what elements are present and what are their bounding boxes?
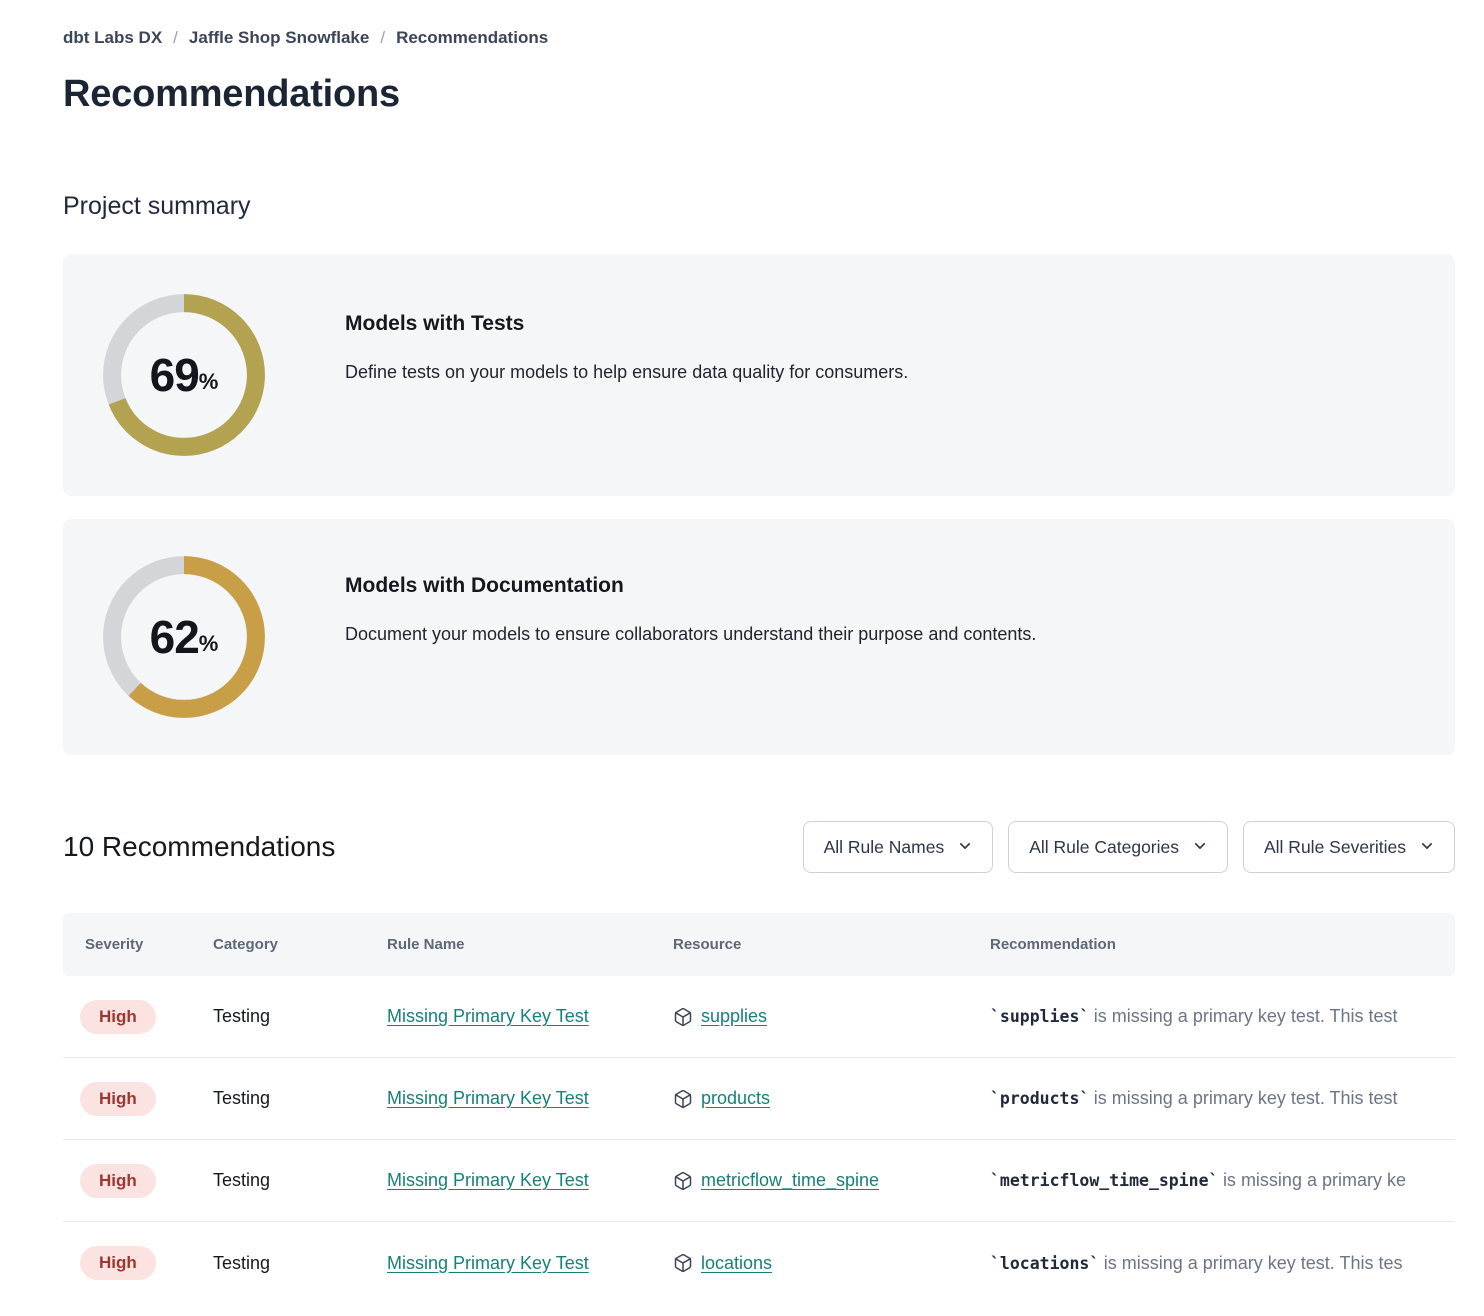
recommendation-cell: `locations` is missing a primary key tes… (990, 1253, 1402, 1274)
recommendation-cell: `supplies` is missing a primary key test… (990, 1006, 1398, 1027)
severity-badge: High (80, 1163, 156, 1198)
model-box-icon (673, 1007, 693, 1027)
table-row: High Testing Missing Primary Key Test lo… (63, 1222, 1455, 1304)
tests-percent-label: 69 % (103, 294, 265, 456)
filters: All Rule Names All Rule Categories All R… (802, 821, 1455, 873)
rule-categories-filter-dropdown[interactable]: All Rule Categories (1008, 821, 1228, 873)
rule-name-link[interactable]: Missing Primary Key Test (387, 1088, 589, 1108)
severity-badge: High (80, 1081, 156, 1116)
severity-badge: High (80, 999, 156, 1034)
table-row: High Testing Missing Primary Key Test pr… (63, 1058, 1455, 1140)
summary-card-models-with-tests: 69 % Models with Tests Define tests on y… (63, 254, 1455, 496)
tests-card-text: Models with Tests Define tests on your m… (345, 312, 908, 439)
documentation-card-text: Models with Documentation Document your … (345, 574, 1036, 701)
rule-severities-filter-label: All Rule Severities (1264, 836, 1406, 857)
rule-severities-filter-dropdown[interactable]: All Rule Severities (1243, 821, 1455, 873)
resource-code-name: `products` (990, 1089, 1090, 1108)
column-header-severity: Severity (85, 936, 144, 953)
resource-link[interactable]: locations (701, 1252, 773, 1273)
recommendations-header-row: 10 Recommendations All Rule Names All Ru… (63, 821, 1455, 873)
recommendations-count-heading: 10 Recommendations (63, 831, 336, 862)
table-row: High Testing Missing Primary Key Test me… (63, 1140, 1455, 1222)
category-cell: Testing (213, 1170, 271, 1190)
table-header: Severity Category Rule Name Resource Rec… (63, 913, 1455, 976)
documentation-percent-sign: % (198, 631, 219, 656)
column-header-category: Category (213, 936, 279, 953)
documentation-donut-chart: 62 % (103, 556, 265, 718)
category-cell: Testing (213, 1006, 271, 1026)
model-box-icon (673, 1171, 693, 1191)
breadcrumb-item-account[interactable]: dbt Labs DX (63, 28, 163, 47)
chevron-down-icon (958, 837, 972, 858)
documentation-percent-value: 62 (149, 611, 200, 663)
documentation-card-title: Models with Documentation (345, 573, 624, 597)
recommendation-text: is missing a primary ke (1222, 1170, 1406, 1190)
model-box-icon (673, 1253, 693, 1273)
documentation-card-description: Document your models to ensure collabora… (345, 623, 1037, 644)
column-header-rule-name: Rule Name (387, 936, 465, 953)
tests-percent-value: 69 (149, 349, 200, 401)
category-cell: Testing (213, 1088, 271, 1108)
project-summary-heading: Project summary (63, 192, 251, 220)
rule-name-link[interactable]: Missing Primary Key Test (387, 1006, 589, 1026)
resource-code-name: `locations` (990, 1253, 1100, 1273)
page-title: Recommendations (63, 73, 400, 115)
breadcrumb-separator: / (173, 28, 178, 47)
recommendation-text: is missing a primary key test. This test (1093, 1006, 1398, 1026)
recommendation-cell: `products` is missing a primary key test… (990, 1088, 1398, 1109)
tests-card-title: Models with Tests (345, 311, 525, 335)
recommendation-text: is missing a primary key test. This tes (1103, 1252, 1403, 1273)
breadcrumb: dbt Labs DX / Jaffle Shop Snowflake / Re… (63, 28, 1484, 48)
recommendation-text: is missing a primary key test. This test (1093, 1088, 1398, 1108)
column-header-recommendation: Recommendation (990, 936, 1116, 953)
tests-percent-sign: % (198, 369, 219, 394)
resource-link[interactable]: products (701, 1088, 771, 1108)
resource-link[interactable]: metricflow_time_spine (701, 1170, 880, 1190)
documentation-percent-label: 62 % (103, 556, 265, 718)
column-header-resource: Resource (673, 936, 742, 953)
category-cell: Testing (213, 1252, 271, 1273)
breadcrumb-item-current: Recommendations (396, 28, 549, 47)
summary-card-models-with-documentation: 62 % Models with Documentation Document … (63, 519, 1455, 755)
rule-categories-filter-label: All Rule Categories (1029, 836, 1179, 857)
rule-name-link[interactable]: Missing Primary Key Test (387, 1252, 589, 1273)
tests-card-description: Define tests on your models to help ensu… (345, 361, 909, 382)
resource-code-name: `supplies` (990, 1007, 1090, 1026)
rule-names-filter-label: All Rule Names (823, 836, 945, 857)
breadcrumb-item-project[interactable]: Jaffle Shop Snowflake (188, 28, 370, 47)
tests-donut-chart: 69 % (103, 294, 265, 456)
rule-name-link[interactable]: Missing Primary Key Test (387, 1170, 589, 1190)
recommendation-cell: `metricflow_time_spine` is missing a pri… (990, 1170, 1406, 1191)
chevron-down-icon (1420, 837, 1434, 858)
rule-names-filter-dropdown[interactable]: All Rule Names (802, 821, 994, 873)
resource-link[interactable]: supplies (701, 1006, 768, 1026)
severity-badge: High (80, 1246, 156, 1280)
breadcrumb-separator: / (380, 28, 386, 47)
recommendations-table: Severity Category Rule Name Resource Rec… (63, 913, 1455, 1304)
table-row: High Testing Missing Primary Key Test su… (63, 976, 1455, 1058)
chevron-down-icon (1193, 837, 1207, 858)
resource-code-name: `metricflow_time_spine` (990, 1171, 1219, 1190)
model-box-icon (673, 1089, 693, 1109)
